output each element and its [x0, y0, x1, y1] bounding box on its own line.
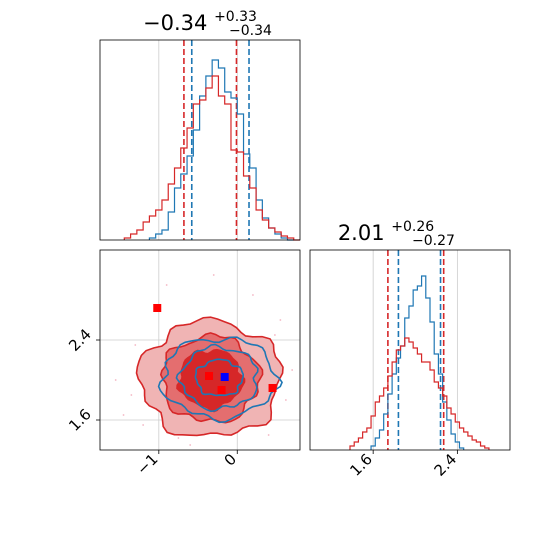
joint-y-tick-label: 2.4: [65, 325, 95, 355]
red-marker: [153, 304, 162, 312]
red-marker: [205, 372, 214, 380]
red-contour-level-1: [176, 348, 246, 413]
joint-sample-point: [279, 319, 282, 321]
red-marker: [217, 386, 226, 394]
joint-sample-point: [284, 399, 287, 401]
marginal-y-frame: [309, 249, 511, 451]
marginal-y-tick-label: 2.4: [431, 450, 461, 480]
red-marker: [268, 384, 277, 392]
marginal-y-title: 2.01 +0.26: [338, 219, 434, 245]
joint-sample-point: [134, 344, 137, 346]
marginal-y-histogram-blue: [370, 275, 465, 450]
joint-contour-panel: −1 01.62.4: [65, 249, 301, 478]
blue-contour-level-1: [194, 358, 245, 397]
marginal-x-title: −0.34 +0.33: [143, 9, 257, 35]
marginal-histogram-y-panel: 2.01 +0.26 −0.27 1.6 2.4: [309, 219, 511, 480]
joint-sample-point: [212, 274, 215, 276]
joint-sample-point: [130, 394, 133, 396]
joint-x-tick-label: −1: [133, 450, 161, 478]
marginal-y-histogram-red: [349, 337, 490, 450]
joint-sample-point: [177, 437, 180, 439]
marginal-y-title-value: 2.01: [338, 221, 385, 245]
joint-sample-point: [252, 294, 254, 296]
joint-frame: [99, 249, 301, 451]
blue-contour-level-2: [175, 343, 259, 413]
marginal-y-title-lower-error: −0.27: [412, 233, 455, 249]
marginal-y-tick-label: 1.6: [346, 450, 376, 480]
marginal-x-title-lower-error: −0.34: [229, 23, 272, 39]
marginal-x-histogram-blue: [148, 59, 294, 241]
joint-sample-point: [274, 334, 276, 336]
joint-sample-point: [142, 424, 145, 426]
joint-sample-point: [114, 379, 117, 381]
joint-sample-point: [291, 369, 294, 371]
joint-sample-point: [189, 444, 192, 446]
marginal-histogram-x-panel: −0.34 +0.33 −0.34: [99, 9, 301, 241]
marginal-x-frame: [99, 39, 301, 241]
marginal-y-title-upper-error: +0.26: [391, 219, 434, 235]
blue-marker: [220, 373, 229, 381]
joint-y-tick-label: 1.6: [65, 405, 95, 435]
joint-sample-point: [122, 414, 125, 416]
joint-sample-point: [165, 284, 168, 286]
blue-contour-level-3: [157, 336, 283, 424]
marginal-x-title-value: −0.34: [143, 11, 207, 35]
marginal-x-histogram-red: [123, 75, 300, 241]
joint-sample-point: [267, 434, 270, 436]
marginal-x-title-upper-error: +0.33: [214, 9, 257, 25]
